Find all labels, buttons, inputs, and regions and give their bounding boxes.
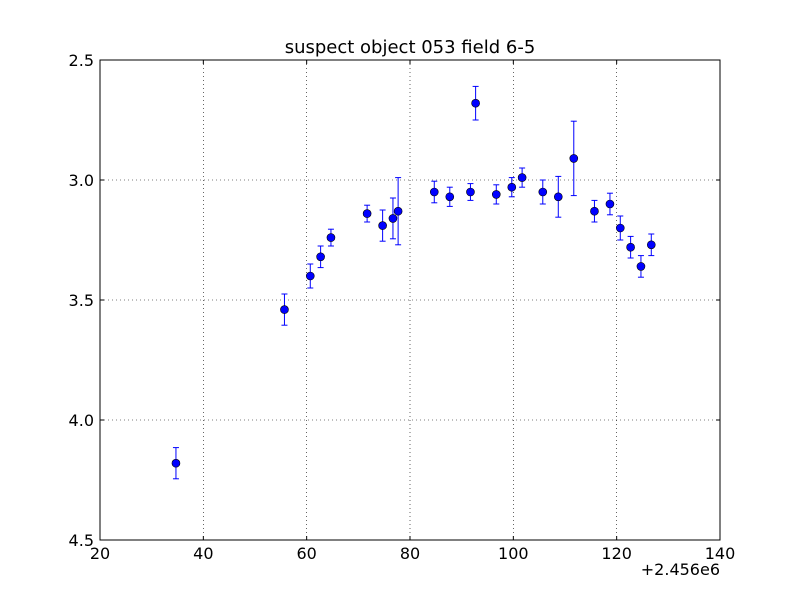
y-tick-label: 4.5 bbox=[69, 531, 94, 550]
data-point bbox=[388, 214, 398, 223]
y-tick-label: 3.5 bbox=[69, 291, 94, 310]
data-point bbox=[517, 173, 527, 182]
data-point bbox=[316, 252, 325, 262]
data-point bbox=[471, 98, 480, 108]
x-tick-label: 120 bbox=[601, 544, 632, 563]
data-point bbox=[569, 154, 579, 163]
chart-title: suspect object 053 field 6-5 bbox=[285, 37, 536, 58]
axis-ticks bbox=[99, 59, 721, 541]
data-point bbox=[553, 192, 563, 202]
data-point bbox=[429, 187, 439, 197]
y-tick-label: 4.0 bbox=[69, 411, 94, 430]
x-tick-label: 40 bbox=[193, 544, 213, 563]
data-point bbox=[326, 233, 336, 242]
grid bbox=[100, 60, 720, 540]
data-point bbox=[393, 206, 403, 216]
data-point bbox=[615, 223, 625, 233]
x-axis-offset-label: +2.456e6 bbox=[641, 560, 720, 579]
y-tick-labels: 2.5 3.0 3.5 4.0 4.5 bbox=[69, 51, 94, 550]
error-bars bbox=[172, 85, 655, 480]
x-tick-labels: 20 40 60 80 100 120 140 bbox=[90, 544, 735, 563]
data-point bbox=[507, 182, 517, 192]
data-point bbox=[445, 192, 455, 202]
data-point bbox=[378, 221, 387, 230]
data-point bbox=[491, 190, 501, 199]
data-point bbox=[280, 305, 289, 314]
x-tick-label: 80 bbox=[400, 544, 420, 563]
x-tick-label: 140 bbox=[705, 544, 736, 563]
x-tick-label: 60 bbox=[296, 544, 316, 563]
data-point bbox=[646, 240, 656, 250]
data-point bbox=[466, 187, 475, 197]
data-point bbox=[636, 262, 646, 271]
data-point bbox=[590, 206, 599, 216]
data-points bbox=[171, 98, 656, 468]
y-tick-label: 3.0 bbox=[69, 171, 94, 190]
x-tick-label: 100 bbox=[498, 544, 529, 563]
data-point bbox=[626, 242, 635, 252]
data-point bbox=[171, 458, 181, 468]
data-point bbox=[538, 187, 548, 197]
data-point bbox=[362, 209, 372, 218]
x-tick-label: 20 bbox=[90, 544, 110, 563]
data-point bbox=[605, 199, 615, 209]
y-tick-label: 2.5 bbox=[69, 51, 94, 70]
data-point bbox=[305, 271, 315, 281]
